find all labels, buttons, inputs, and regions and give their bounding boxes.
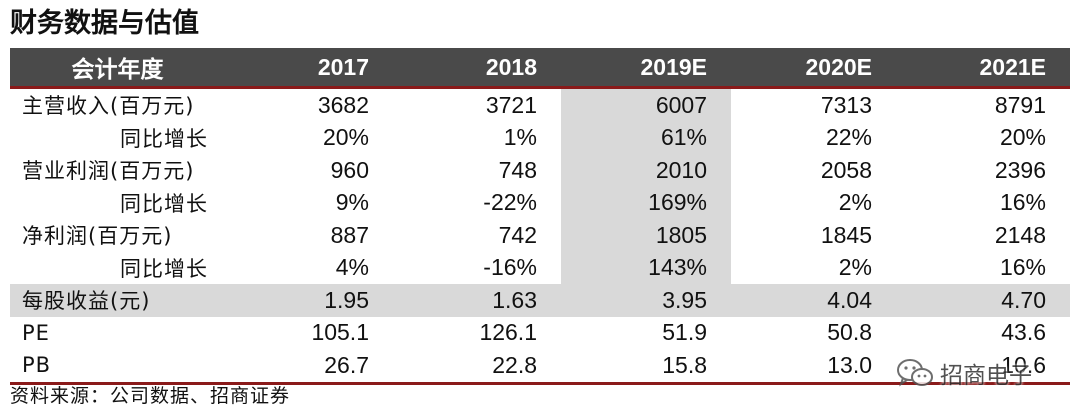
- watermark-text: 招商电子: [940, 363, 1032, 389]
- header-2020e: 2020E: [731, 48, 896, 89]
- cell-value: 61%: [561, 121, 731, 154]
- cell-value: 20%: [322, 124, 369, 151]
- cell-value: 16%: [999, 189, 1046, 216]
- cell-value: 169%: [561, 186, 731, 219]
- table-header-row: 会计年度 2017 2018 2019E 2020E 2021E: [10, 48, 1070, 89]
- row-label: 主营收入(百万元): [22, 94, 195, 119]
- row-label: 同比增长: [120, 256, 208, 281]
- source-note: 资料来源：公司数据、招商证券: [10, 385, 291, 407]
- cell-value: 1.95: [225, 284, 393, 317]
- table-row: PE 105.1 126.1 51.9 50.8 43.6: [10, 317, 1070, 350]
- table-row: 净利润(百万元) 887 742 1805 1845 2148: [10, 219, 1070, 252]
- table-row: 每股收益(元) 1.95 1.63 3.95 4.04 4.70: [10, 284, 1070, 317]
- cell-value: 9%: [335, 189, 369, 216]
- cell-value: 1845: [820, 221, 872, 248]
- cell-value: 20%: [999, 124, 1046, 151]
- row-label: 净利润(百万元): [22, 224, 173, 249]
- cell-value: 748: [498, 156, 537, 183]
- cell-value: 1.63: [393, 284, 561, 317]
- cell-value: 2%: [838, 254, 872, 281]
- table-row: 同比增长 20% 1% 61% 22% 20%: [10, 121, 1070, 154]
- cell-value: 887: [330, 221, 369, 248]
- table-row: 主营收入(百万元) 3682 3721 6007 7313 8791: [10, 87, 1070, 122]
- table-row: 营业利润(百万元) 960 748 2010 2058 2396: [10, 154, 1070, 187]
- financial-table: 会计年度 2017 2018 2019E 2020E 2021E 主营收入(百万…: [10, 48, 1070, 385]
- table-row: 同比增长 9% -22% 169% 2% 16%: [10, 186, 1070, 219]
- row-label: 同比增长: [120, 126, 208, 151]
- cell-value: 15.8: [561, 349, 731, 385]
- cell-value: 7313: [820, 91, 872, 118]
- cell-value: 2010: [561, 154, 731, 187]
- cell-value: -16%: [483, 254, 537, 281]
- wechat-icon: [896, 357, 934, 389]
- cell-value: 960: [330, 156, 369, 183]
- cell-value: 2148: [994, 221, 1046, 248]
- cell-value: 105.1: [311, 319, 369, 346]
- row-label: 每股收益(元): [10, 284, 225, 317]
- header-2021e: 2021E: [896, 48, 1070, 89]
- report-title: 财务数据与估值: [10, 8, 199, 39]
- cell-value: 2%: [838, 189, 872, 216]
- cell-value: 22%: [825, 124, 872, 151]
- cell-value: 2396: [994, 156, 1046, 183]
- cell-value: 50.8: [827, 319, 872, 346]
- header-2019e: 2019E: [561, 48, 731, 89]
- cell-value: 26.7: [225, 349, 393, 385]
- cell-value: -22%: [483, 189, 537, 216]
- cell-value: 2058: [820, 156, 872, 183]
- header-2017: 2017: [225, 48, 393, 89]
- cell-value: 4.04: [731, 284, 896, 317]
- cell-value: 1%: [503, 124, 537, 151]
- cell-value: 8791: [994, 91, 1046, 118]
- cell-value: 43.6: [1001, 319, 1046, 346]
- cell-value: 126.1: [479, 319, 537, 346]
- cell-value: 3.95: [561, 284, 731, 317]
- cell-value: 3721: [485, 91, 537, 118]
- cell-value: 4.70: [896, 284, 1070, 317]
- cell-value: 22.8: [393, 349, 561, 385]
- cell-value: 16%: [999, 254, 1046, 281]
- row-label: 营业利润(百万元): [22, 159, 195, 184]
- header-fiscal-year: 会计年度: [10, 48, 225, 89]
- table-row: PB 26.7 22.8 15.8 13.0 10.6: [10, 349, 1070, 385]
- cell-value: 3682: [317, 91, 369, 118]
- cell-value: 742: [498, 221, 537, 248]
- cell-value: 143%: [561, 251, 731, 284]
- header-2018: 2018: [393, 48, 561, 89]
- cell-value: 6007: [561, 87, 731, 122]
- row-label: PE: [22, 320, 50, 345]
- watermark: 招商电子: [896, 355, 1032, 391]
- table-row: 同比增长 4% -16% 143% 2% 16%: [10, 251, 1070, 284]
- row-label: 同比增长: [120, 191, 208, 216]
- cell-value: 4%: [335, 254, 369, 281]
- cell-value: 13.0: [731, 349, 896, 385]
- row-label: PB: [10, 349, 225, 385]
- cell-value: 51.9: [662, 319, 707, 346]
- cell-value: 1805: [561, 219, 731, 252]
